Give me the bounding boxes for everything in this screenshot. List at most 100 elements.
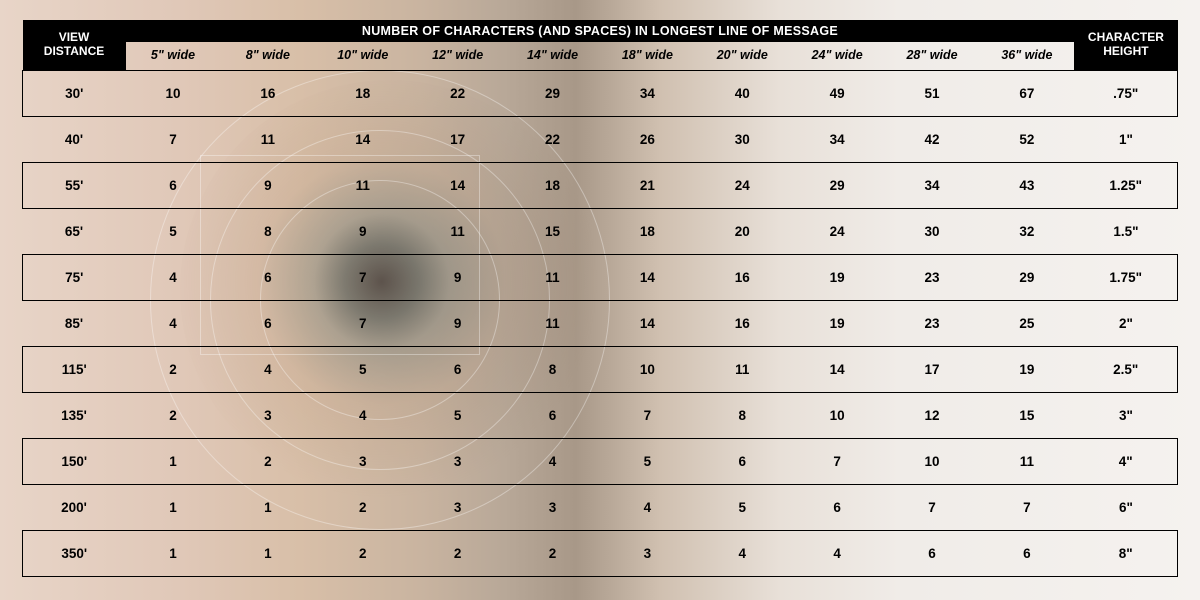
cell-value: 17 — [885, 347, 980, 393]
cell-value: 51 — [885, 71, 980, 117]
col-character-height: CHARACTER HEIGHT — [1074, 20, 1177, 71]
cell-value: 15 — [979, 393, 1074, 439]
cell-value: 2 — [505, 531, 600, 577]
cell-value: 1 — [126, 485, 221, 531]
table-row: 200'11233456776" — [23, 485, 1178, 531]
cell-value: 6 — [885, 531, 980, 577]
cell-value: 21 — [600, 163, 695, 209]
cell-value: 14 — [600, 255, 695, 301]
char-height-l2: HEIGHT — [1074, 45, 1177, 59]
cell-value: 32 — [979, 209, 1074, 255]
cell-value: 9 — [315, 209, 410, 255]
table-header: VIEW DISTANCE NUMBER OF CHARACTERS (AND … — [23, 20, 1178, 71]
cell-value: 11 — [220, 117, 315, 163]
cell-value: 42 — [885, 117, 980, 163]
cell-value: 23 — [885, 255, 980, 301]
col-view-distance: VIEW DISTANCE — [23, 20, 126, 71]
cell-distance: 350' — [23, 531, 126, 577]
cell-value: 15 — [505, 209, 600, 255]
cell-value: 24 — [790, 209, 885, 255]
table-body: 30'10161822293440495167.75"40'7111417222… — [23, 71, 1178, 577]
cell-value: 3 — [410, 439, 505, 485]
table-row: 65'589111518202430321.5" — [23, 209, 1178, 255]
cell-value: 10 — [885, 439, 980, 485]
cell-value: 5 — [315, 347, 410, 393]
cell-value: 7 — [885, 485, 980, 531]
cell-value: 29 — [505, 71, 600, 117]
cell-value: 2 — [315, 485, 410, 531]
table-row: 85'46791114161923252" — [23, 301, 1178, 347]
cell-value: 3 — [410, 485, 505, 531]
table-row: 40'71114172226303442521" — [23, 117, 1178, 163]
width-col-8: 28" wide — [885, 42, 980, 71]
cell-value: 11 — [410, 209, 505, 255]
cell-value: 1 — [126, 531, 221, 577]
cell-value: 26 — [600, 117, 695, 163]
cell-distance: 65' — [23, 209, 126, 255]
cell-value: 19 — [790, 301, 885, 347]
width-col-1: 8" wide — [220, 42, 315, 71]
table-row: 350'11222344668" — [23, 531, 1178, 577]
width-col-6: 20" wide — [695, 42, 790, 71]
cell-char-height: 8" — [1074, 531, 1177, 577]
cell-value: 34 — [600, 71, 695, 117]
width-col-4: 14" wide — [505, 42, 600, 71]
cell-value: 18 — [315, 71, 410, 117]
cell-value: 29 — [979, 255, 1074, 301]
width-col-3: 12" wide — [410, 42, 505, 71]
cell-value: 7 — [315, 255, 410, 301]
sizing-table-container: VIEW DISTANCE NUMBER OF CHARACTERS (AND … — [0, 0, 1200, 600]
cell-distance: 30' — [23, 71, 126, 117]
cell-value: 8 — [505, 347, 600, 393]
cell-value: 1 — [220, 531, 315, 577]
cell-distance: 40' — [23, 117, 126, 163]
cell-value: 25 — [979, 301, 1074, 347]
cell-value: 7 — [600, 393, 695, 439]
cell-value: 4 — [220, 347, 315, 393]
cell-value: 19 — [979, 347, 1074, 393]
cell-value: 5 — [126, 209, 221, 255]
cell-value: 16 — [695, 301, 790, 347]
cell-value: 6 — [220, 301, 315, 347]
cell-char-height: 1" — [1074, 117, 1177, 163]
cell-value: 5 — [600, 439, 695, 485]
cell-value: 10 — [790, 393, 885, 439]
width-col-7: 24" wide — [790, 42, 885, 71]
cell-char-height: 1.75" — [1074, 255, 1177, 301]
cell-value: 12 — [885, 393, 980, 439]
cell-value: 30 — [695, 117, 790, 163]
cell-char-height: 2" — [1074, 301, 1177, 347]
cell-value: 18 — [505, 163, 600, 209]
cell-value: 2 — [220, 439, 315, 485]
cell-value: 11 — [695, 347, 790, 393]
cell-value: 34 — [790, 117, 885, 163]
cell-value: 14 — [410, 163, 505, 209]
cell-value: 67 — [979, 71, 1074, 117]
cell-value: 6 — [220, 255, 315, 301]
cell-value: 10 — [126, 71, 221, 117]
cell-value: 34 — [885, 163, 980, 209]
table-row: 30'10161822293440495167.75" — [23, 71, 1178, 117]
cell-value: 4 — [126, 301, 221, 347]
cell-distance: 75' — [23, 255, 126, 301]
cell-value: 11 — [505, 255, 600, 301]
cell-value: 16 — [695, 255, 790, 301]
cell-value: 4 — [315, 393, 410, 439]
cell-char-height: 2.5" — [1074, 347, 1177, 393]
cell-value: 11 — [505, 301, 600, 347]
cell-value: 2 — [315, 531, 410, 577]
cell-value: 5 — [410, 393, 505, 439]
cell-distance: 55' — [23, 163, 126, 209]
cell-value: 7 — [790, 439, 885, 485]
cell-value: 43 — [979, 163, 1074, 209]
cell-value: 8 — [220, 209, 315, 255]
table-row: 115'2456810111417192.5" — [23, 347, 1178, 393]
view-distance-l2: DISTANCE — [23, 45, 126, 59]
cell-distance: 135' — [23, 393, 126, 439]
cell-value: 8 — [695, 393, 790, 439]
cell-value: 6 — [410, 347, 505, 393]
width-header-row: 5" wide8" wide10" wide12" wide14" wide18… — [23, 42, 1178, 71]
cell-distance: 200' — [23, 485, 126, 531]
table-row: 55'6911141821242934431.25" — [23, 163, 1178, 209]
cell-value: 1 — [220, 485, 315, 531]
